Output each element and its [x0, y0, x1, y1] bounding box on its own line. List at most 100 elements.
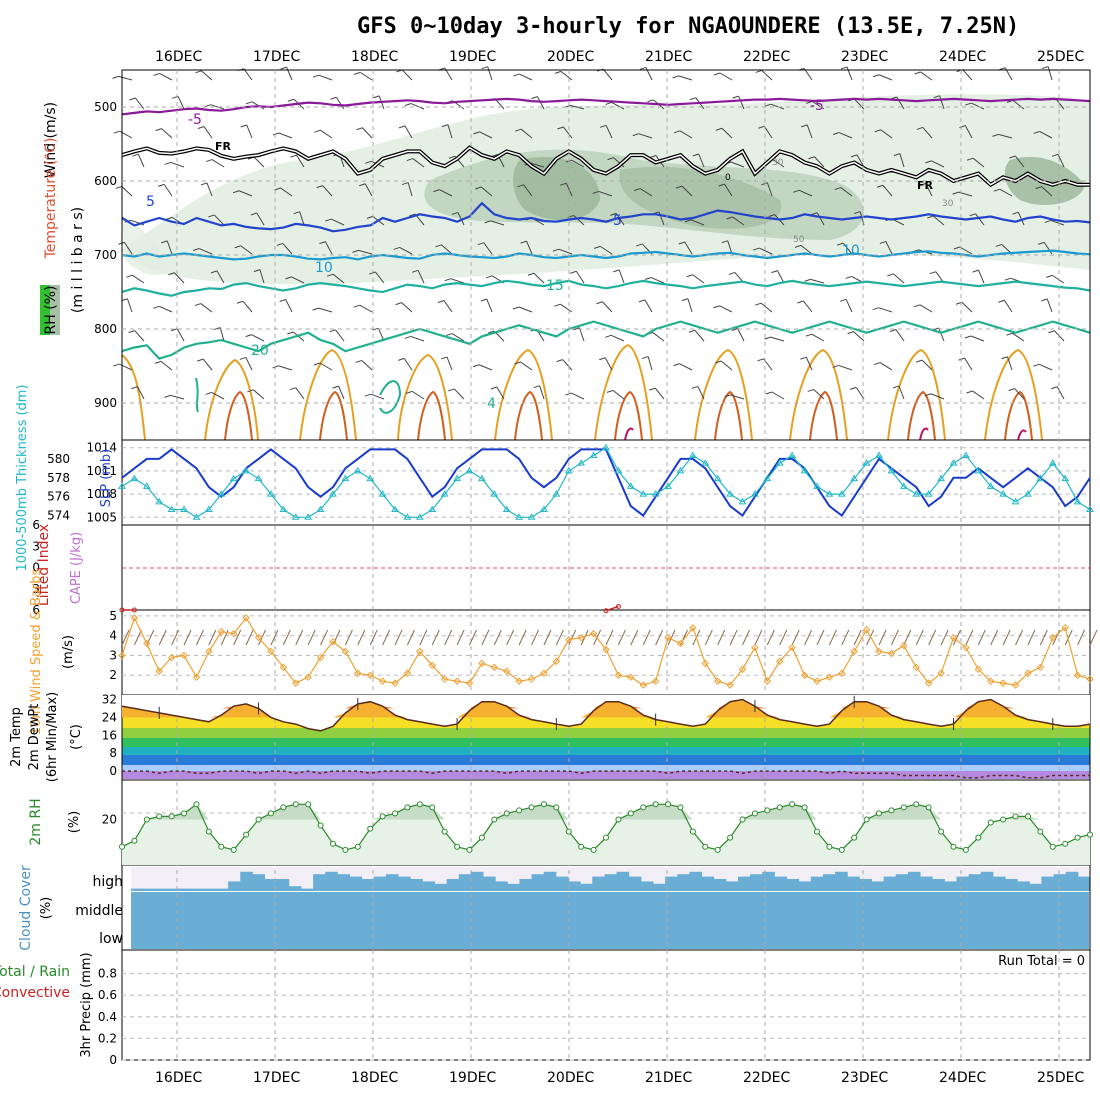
isotherm-20: [121, 320, 1091, 360]
wind-barb-tick: [832, 364, 839, 368]
wind-barb: [201, 70, 213, 81]
wind-barb-tick: [153, 72, 160, 76]
wind-barb: [842, 242, 853, 255]
wind-barb: [1056, 386, 1065, 400]
rh2m-point: [876, 810, 883, 817]
wind-barb-tick: [239, 356, 247, 360]
date-top-7: 23DEC: [841, 49, 888, 65]
wind-barb-tick: [570, 270, 577, 274]
wind-barb: [697, 386, 705, 400]
wind-barb: [698, 153, 705, 168]
ytick-label: 600: [94, 174, 117, 188]
horizontal-gridlines: [122, 106, 1090, 1061]
slp-point: [986, 482, 995, 489]
cloud-high-bar: [349, 876, 363, 891]
wind-barb-tick: [794, 244, 802, 248]
thickness-line: [121, 448, 1091, 518]
rh2m-point: [255, 816, 262, 823]
wind10-barb: [642, 629, 651, 646]
wind-barb: [361, 360, 373, 371]
wind-barb-tick: [533, 385, 540, 389]
date-bottom-9: 25DEC: [1037, 1070, 1084, 1086]
wind10-point: [1061, 624, 1069, 632]
wind-barb: [403, 358, 413, 371]
wind-barb-tick: [913, 304, 921, 308]
cloud-high-bar: [252, 874, 266, 891]
wind-barb: [170, 394, 185, 400]
cloud-high-bar: [470, 871, 484, 891]
wind-barb: [480, 186, 493, 197]
slp-point: [279, 505, 288, 513]
wind-barb: [602, 301, 613, 313]
wind-barb: [296, 154, 305, 168]
wind-barb-tick: [155, 128, 162, 132]
label-temp-units: (°C): [69, 724, 84, 750]
rh-label-50: 50: [793, 235, 805, 245]
slp-point: [688, 451, 697, 458]
wind-barb: [895, 329, 905, 342]
wind-barb: [198, 248, 213, 255]
wind-barb: [496, 386, 505, 400]
cloud-high-bar: [883, 876, 897, 891]
wind-barb-tick: [398, 125, 406, 129]
rh2m-point: [119, 843, 125, 850]
slp-point: [1048, 459, 1057, 466]
cloud-high-bar: [131, 888, 144, 891]
wind-barb: [772, 158, 785, 168]
temp2m-band: [122, 699, 1090, 718]
wind-barb: [358, 249, 373, 255]
wind-barb-tick: [560, 182, 567, 186]
ytick-label: 574: [47, 509, 70, 523]
wind10-point: [527, 675, 536, 683]
wind-barb: [615, 213, 625, 226]
wind-barb: [1043, 242, 1053, 255]
wind-barb-tick: [915, 359, 923, 363]
wind-barb-tick: [194, 303, 201, 307]
wind-barb: [457, 212, 465, 226]
rh2m-point: [702, 843, 709, 850]
wind-barb-tick: [113, 363, 120, 367]
cloud-high-bar: [689, 871, 703, 891]
wind10-point: [887, 649, 896, 658]
rh2m-point: [888, 807, 895, 814]
wind-barb: [679, 363, 693, 371]
wind-barb-tick: [557, 126, 564, 130]
wind-barb: [964, 125, 973, 139]
wind10-barb: [344, 629, 353, 646]
slp-point: [440, 490, 449, 497]
wind-barb: [1046, 298, 1053, 313]
rh2m-point: [838, 846, 845, 853]
wind10-barb: [506, 629, 515, 646]
wind-barb: [558, 248, 573, 255]
wind10-barb: [245, 629, 254, 646]
wind-barb-tick: [312, 307, 319, 311]
label-minmax: (6hr Min/Max): [45, 692, 60, 782]
wind-barb-tick: [154, 360, 162, 364]
slp-point: [701, 459, 710, 466]
wind10-point: [788, 643, 796, 652]
wind-barb: [846, 66, 853, 81]
slp-point: [664, 482, 672, 489]
wind-barb: [882, 184, 893, 197]
wind-barb: [439, 189, 453, 197]
wind-barb-tick: [636, 243, 643, 247]
wind-barb: [930, 393, 945, 400]
wind10-point: [378, 677, 387, 685]
wind-barb: [805, 357, 813, 371]
date-bottom-8: 24DEC: [939, 1070, 986, 1086]
isotherm-label-0: 0: [725, 173, 731, 183]
isotherm--5: [121, 97, 1091, 116]
cloud-high-bar: [191, 888, 205, 891]
wind-barb-tick: [797, 300, 804, 304]
label-lifted: Lifted Index: [36, 524, 52, 606]
wind-barb-tick: [395, 302, 402, 306]
wind10-barb: [1077, 629, 1086, 646]
wind-barb-tick: [801, 124, 808, 128]
wind-barb-tick: [873, 362, 881, 366]
wind-barb: [639, 188, 653, 197]
wind-barb: [810, 278, 825, 284]
cloud-high-bar: [519, 879, 533, 891]
rh2m-point: [416, 801, 423, 808]
wind-barb: [132, 274, 145, 284]
wind-barb-tick: [755, 69, 762, 73]
